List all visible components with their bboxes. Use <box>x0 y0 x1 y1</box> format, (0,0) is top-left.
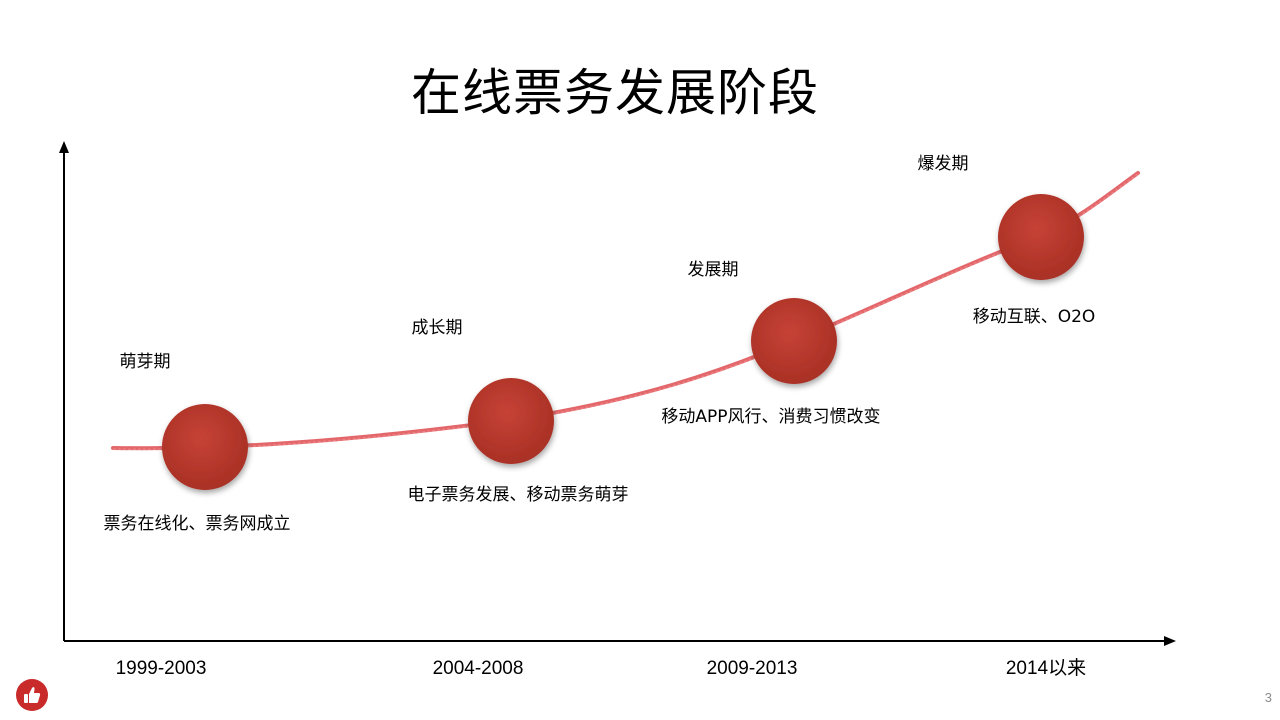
stage-desc-2: 电子票务发展、移动票务萌芽 <box>407 485 629 505</box>
period-label-2: 2004-2008 <box>432 658 524 679</box>
stage-desc-4: 移动互联、O2O <box>972 307 1096 327</box>
thumbs-up-icon <box>24 687 41 703</box>
stage-name-2: 成长期 <box>411 318 463 338</box>
stage-desc-1: 票务在线化、票务网成立 <box>103 514 291 534</box>
stage-node-3 <box>751 298 837 384</box>
page-title: 在线票务发展阶段 <box>411 64 819 122</box>
period-label-1: 1999-2003 <box>115 658 207 679</box>
x-axis-arrow <box>1164 636 1176 646</box>
stage-name-3: 发展期 <box>687 260 739 280</box>
period-label-3: 2009-2013 <box>706 658 798 679</box>
page-number: 3 <box>1264 690 1272 705</box>
y-axis-arrow <box>59 141 69 153</box>
stage-node-2 <box>468 378 554 464</box>
stage-name-4: 爆发期 <box>917 154 969 174</box>
stage-name-1: 萌芽期 <box>119 352 171 372</box>
stage-desc-3: 移动APP风行、消费习惯改变 <box>661 407 881 427</box>
stage-node-4 <box>998 194 1084 280</box>
period-label-4: 2014以来 <box>1005 658 1087 679</box>
stage-node-1 <box>162 404 248 490</box>
thumbs-up-badge <box>16 679 48 711</box>
